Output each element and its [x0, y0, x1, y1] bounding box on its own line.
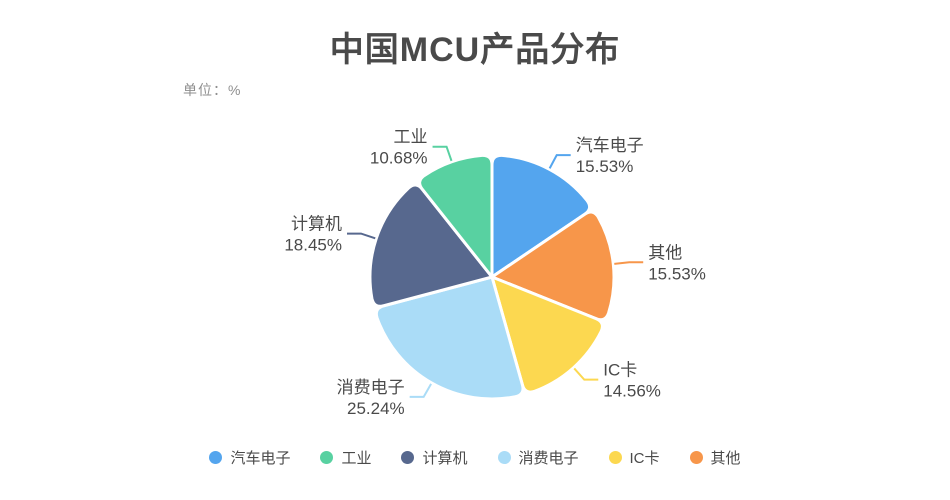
- legend-label: 计算机: [422, 450, 468, 467]
- pie-slice-汽车电子[interactable]: [490, 153, 592, 279]
- label-leader-line: [432, 145, 453, 162]
- legend-dot: [689, 451, 703, 464]
- pie-slice-消费电子[interactable]: [374, 275, 525, 401]
- slice-label-消费电子: 消费电子 25.24%: [337, 378, 405, 418]
- pie-slice-其他[interactable]: [490, 210, 616, 322]
- legend-item-工业[interactable]: 工业: [320, 447, 371, 468]
- slice-label-IC卡: IC卡 14.56%: [603, 361, 661, 401]
- legend-dot: [209, 451, 223, 464]
- chart-title: 中国MCU产品分布: [329, 31, 621, 69]
- legend-dot: [401, 451, 415, 464]
- label-leader-line: [548, 154, 571, 169]
- slice-label-其他: 其他 15.53%: [648, 243, 706, 283]
- pie-slice-计算机[interactable]: [368, 183, 494, 308]
- legend-item-其他[interactable]: 其他: [689, 447, 741, 468]
- pie-slice-IC卡[interactable]: [490, 275, 604, 394]
- legend-dot: [497, 451, 511, 464]
- legend-label: 消费电子: [518, 450, 579, 467]
- legend-label: 汽车电子: [230, 450, 291, 467]
- legend: 汽车电子 工业 计算机 消费电子 IC卡 其他: [0, 447, 950, 468]
- label-leader-line: [409, 383, 432, 398]
- label-leader-line: [573, 367, 599, 381]
- pie-slice-工业[interactable]: [418, 153, 494, 279]
- slice-label-工业: 工业 10.68%: [370, 128, 428, 168]
- legend-item-汽车电子[interactable]: 汽车电子: [209, 447, 290, 468]
- legend-item-IC卡[interactable]: IC卡: [608, 447, 660, 468]
- slice-label-汽车电子: 汽车电子 15.53%: [576, 136, 644, 176]
- legend-dot: [320, 451, 334, 464]
- legend-label: IC卡: [629, 450, 660, 467]
- slice-label-计算机: 计算机 18.45%: [284, 215, 342, 255]
- label-leader-line: [614, 261, 644, 265]
- label-leader-line: [347, 232, 376, 240]
- legend-item-计算机[interactable]: 计算机: [401, 447, 468, 468]
- legend-label: 工业: [341, 450, 372, 467]
- legend-label: 其他: [710, 450, 741, 467]
- legend-dot: [608, 451, 622, 464]
- unit-label: 单位：%: [183, 82, 242, 98]
- legend-item-消费电子[interactable]: 消费电子: [497, 447, 579, 468]
